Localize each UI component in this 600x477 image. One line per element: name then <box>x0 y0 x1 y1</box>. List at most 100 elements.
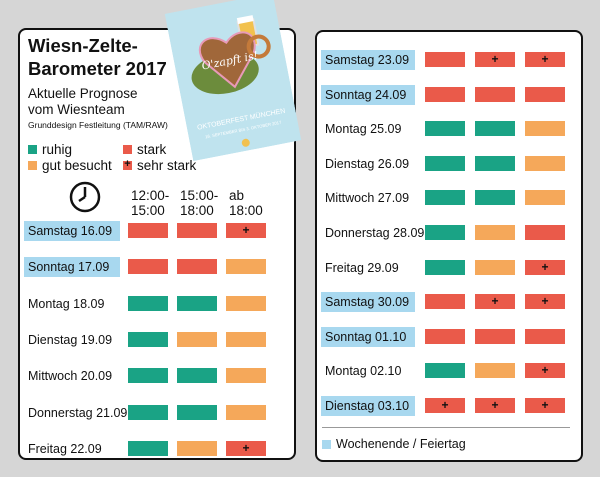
forecast-cell-gut <box>475 259 515 275</box>
day-row: Dienstag 19.09 <box>24 330 274 350</box>
forecast-cell-stark <box>128 223 168 238</box>
day-row: Freitag 22.09 + <box>24 439 274 459</box>
forecast-cell-gut <box>226 404 266 420</box>
forecast-cell-gut <box>226 259 266 275</box>
forecast-cell-ruhig <box>475 190 515 206</box>
forecast-cell-ruhig <box>425 155 465 171</box>
time-slot-1: 12:00- 15:00 <box>131 188 169 218</box>
day-label: Mittwoch 20.09 <box>28 369 113 384</box>
forecast-cell-ruhig <box>128 404 168 420</box>
oktoberfest-poster: O'zapft is! OKTOBERFEST MÜNCHEN 16. SEPT… <box>164 0 302 162</box>
day-label: Sonntag 17.09 <box>24 257 120 278</box>
forecast-cell-gut <box>525 190 565 206</box>
forecast-cell-stark <box>525 225 565 240</box>
forecast-cell-sehr: + <box>475 52 515 67</box>
time-slot-3: ab 18:00 <box>229 188 263 218</box>
day-row: Montag 25.09 <box>321 119 571 139</box>
clock-icon <box>69 181 101 213</box>
day-row: Dienstag 03.10 + + + <box>321 396 571 416</box>
forecast-cell-gut <box>475 225 515 240</box>
legend-ruhig: ruhig <box>28 142 72 157</box>
forecast-cell-stark <box>425 294 465 310</box>
subtitle: Aktuelle Prognose vom Wiesnteam <box>28 86 138 118</box>
plus-icon: + <box>541 259 549 274</box>
subtitle-line-1: Aktuelle Prognose <box>28 86 138 101</box>
day-label: Montag 25.09 <box>325 122 402 137</box>
title-line-2: Barometer 2017 <box>28 58 167 79</box>
forecast-cell-gut <box>525 121 565 137</box>
plus-icon: + <box>491 294 499 309</box>
day-row: Samstag 30.09 + + <box>321 292 571 313</box>
legend-ruhig-swatch <box>28 145 37 154</box>
forecast-cell-sehr: + <box>475 294 515 310</box>
forecast-cell-sehr: + <box>525 294 565 310</box>
weekend-swatch <box>322 439 331 449</box>
plus-icon: + <box>541 363 549 378</box>
day-row: Montag 02.10 + <box>321 361 571 381</box>
forecast-cell-ruhig <box>128 295 168 311</box>
forecast-cell-stark <box>475 328 515 344</box>
day-label: Sonntag 24.09 <box>321 84 415 105</box>
legend-sehr-label: sehr stark <box>137 158 197 173</box>
forecast-cell-sehr: + <box>226 440 266 456</box>
day-label: Montag 02.10 <box>325 364 402 379</box>
forecast-cell-gut <box>226 331 266 347</box>
day-row: Mittwoch 20.09 <box>24 366 274 386</box>
forecast-cell-stark <box>525 328 565 344</box>
forecast-cell-ruhig <box>177 404 217 420</box>
poster-image: O'zapft is! OKTOBERFEST MÜNCHEN 16. SEPT… <box>164 0 302 162</box>
forecast-cell-gut <box>177 440 217 456</box>
day-row: Sonntag 01.10 <box>321 326 571 347</box>
legend-stark-label: stark <box>137 142 167 157</box>
day-row: Dienstag 26.09 <box>321 154 571 174</box>
day-row: Montag 18.09 <box>24 294 274 314</box>
day-label: Freitag 29.09 <box>325 260 399 275</box>
plus-icon: + <box>242 440 250 455</box>
forecast-cell-sehr: + <box>475 398 515 413</box>
plus-icon: + <box>541 294 549 309</box>
legend-gut-swatch <box>28 161 37 170</box>
day-label: Mittwoch 27.09 <box>325 191 410 206</box>
time-slot-3-end: 18:00 <box>229 203 263 218</box>
day-label: Donnerstag 21.09 <box>28 405 128 420</box>
forecast-cell-ruhig <box>425 259 465 275</box>
day-label: Sonntag 01.10 <box>321 326 415 347</box>
forecast-cell-sehr: + <box>226 223 266 238</box>
subtitle-line-2: vom Wiesnteam <box>28 102 125 117</box>
forecast-cell-ruhig <box>425 363 465 379</box>
plus-icon: + <box>491 52 499 66</box>
plus-icon: + <box>541 398 549 412</box>
forecast-cell-ruhig <box>177 295 217 311</box>
forecast-cell-ruhig <box>425 121 465 137</box>
forecast-cell-sehr: + <box>525 398 565 413</box>
day-label: Dienstag 19.09 <box>28 332 113 347</box>
forecast-cell-sehr: + <box>525 259 565 275</box>
legend-sehr: sehr stark <box>123 157 197 173</box>
forecast-cell-gut <box>525 155 565 171</box>
page-title: Wiesn-Zelte- Barometer 2017 <box>28 34 167 80</box>
forecast-cell-ruhig <box>177 368 217 384</box>
legend-stark-swatch <box>123 145 132 154</box>
time-slot-1-start: 12:00- <box>131 188 170 203</box>
forecast-cell-sehr: + <box>425 398 465 413</box>
plus-icon: + <box>491 398 499 412</box>
day-row: Samstag 16.09 + <box>24 221 274 241</box>
forecast-cell-gut <box>475 363 515 379</box>
time-slot-2: 15:00- 18:00 <box>180 188 218 218</box>
legend-gut-label: gut besucht <box>42 158 112 173</box>
forecast-cell-ruhig <box>128 331 168 347</box>
forecast-cell-stark <box>525 86 565 102</box>
footer-legend: Wochenende / Feiertag <box>322 437 466 451</box>
day-row: Mittwoch 27.09 <box>321 188 571 208</box>
day-row: Sonntag 17.09 <box>24 257 274 278</box>
plus-icon: + <box>242 223 250 237</box>
plus-icon: + <box>541 52 549 66</box>
time-slot-3-start: ab <box>229 188 245 203</box>
title-line-1: Wiesn-Zelte- <box>28 35 138 56</box>
forecast-cell-stark <box>177 259 217 275</box>
forecast-cell-gut <box>177 331 217 347</box>
forecast-cell-gut <box>226 295 266 311</box>
day-label: Donnerstag 28.09 <box>325 226 425 240</box>
forecast-cell-stark <box>425 328 465 344</box>
day-row: Donnerstag 28.09 <box>321 223 571 243</box>
